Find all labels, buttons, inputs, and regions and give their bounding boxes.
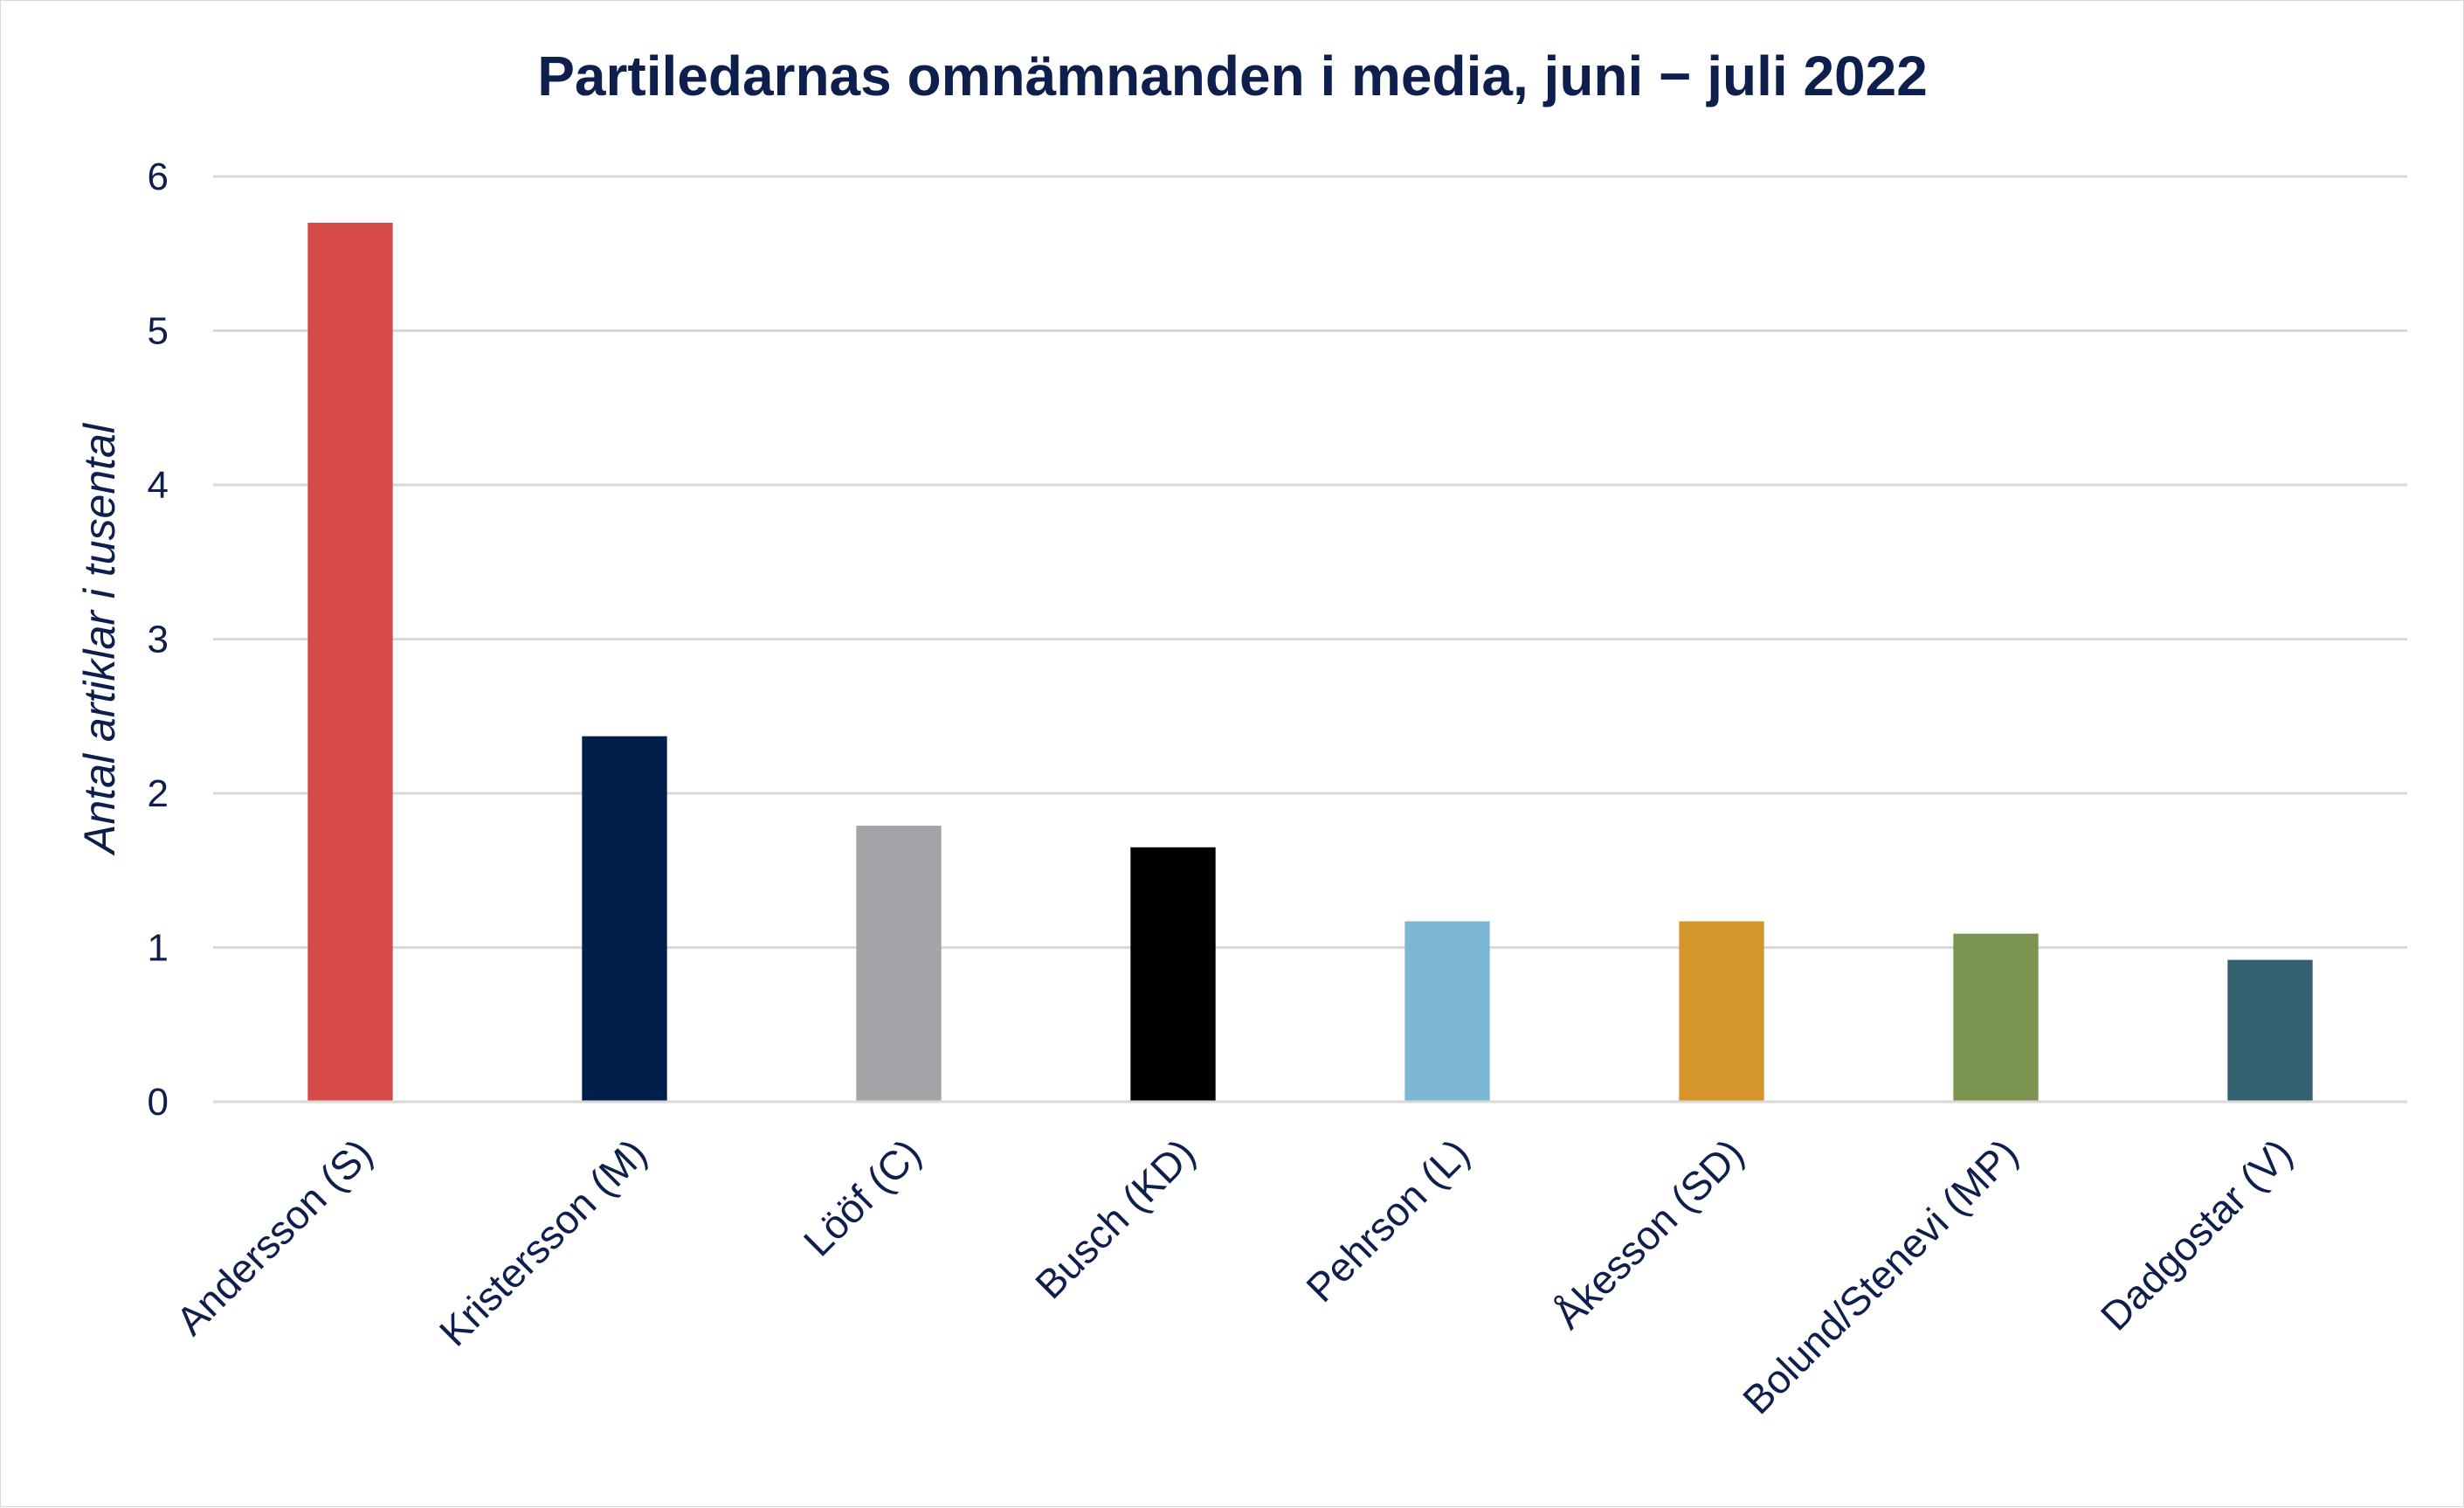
y-tick-label: 6 xyxy=(148,156,169,198)
category-labels: Andersson (S) Kristersson (M) Lööf (C) Busc… xyxy=(167,1130,2301,1422)
category-label: Lööf (C) xyxy=(795,1130,929,1264)
bar-3 xyxy=(856,826,942,1102)
y-tick-label: 0 xyxy=(148,1081,169,1124)
y-tick-label: 2 xyxy=(148,772,169,815)
category-label: Busch (KD) xyxy=(1026,1130,1204,1307)
bar-2 xyxy=(582,736,667,1102)
category-label: Kristersson (M) xyxy=(431,1130,655,1354)
category-label: Dadgostar (V) xyxy=(2092,1130,2301,1339)
category-label: Pehrson (L) xyxy=(1297,1130,1478,1311)
y-tick-label: 3 xyxy=(148,619,169,661)
category-label: Andersson (S) xyxy=(167,1130,381,1344)
bar-5 xyxy=(1405,921,1490,1102)
bar-4 xyxy=(1130,847,1216,1102)
y-axis-title: Antal artiklar i tusental xyxy=(75,422,124,856)
bar-1 xyxy=(307,222,393,1102)
gridlines xyxy=(213,175,2407,949)
y-tick-label: 5 xyxy=(148,310,169,353)
category-label: Bolund/Stenevi (MP) xyxy=(1734,1130,2026,1422)
bar-8 xyxy=(2227,959,2313,1102)
bars xyxy=(307,222,2313,1102)
category-label: Åkesson (SD) xyxy=(1545,1130,1752,1337)
y-tick-label: 1 xyxy=(148,927,169,970)
bar-6 xyxy=(1679,921,1764,1102)
chart-title: Partiledarnas omnämnanden i media, juni … xyxy=(537,45,1928,107)
y-tick-label: 4 xyxy=(148,464,169,507)
bar-7 xyxy=(1953,933,2039,1102)
y-axis-ticks: 0 1 2 3 4 5 6 xyxy=(148,156,169,1124)
